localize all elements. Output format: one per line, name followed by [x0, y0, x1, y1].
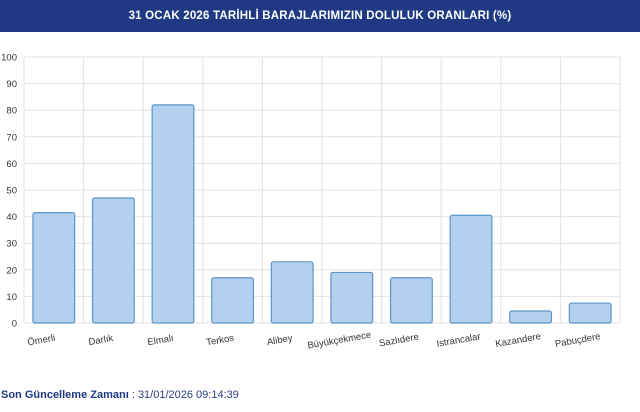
chart-area: 0 10 20 30 40 50 60 70 80 90 100 Ömerli Darlık Elmal…	[0, 32, 640, 372]
last-update-value: 31/01/2026 09:14:39	[137, 389, 239, 401]
last-update-separator: :	[128, 389, 138, 401]
x-axis-labels: Ömerli Darlık Elmalı Terkos Alibey Büyükçekme…	[27, 330, 602, 352]
y-tick-label: 20	[6, 265, 17, 276]
x-tick-label: Büyükçekmece	[307, 330, 372, 352]
bar-sazl-dere[interactable]	[389, 277, 433, 324]
last-update: Son Güncelleme Zamanı : 31/01/2026 09:14…	[1, 389, 239, 401]
bars	[32, 104, 612, 324]
y-tick-label: 50	[6, 186, 17, 197]
x-tick-label: Ömerli	[27, 333, 56, 349]
y-tick-label: 60	[6, 159, 17, 170]
bar-darl-k[interactable]	[91, 197, 135, 324]
bar-alibey[interactable]	[270, 261, 314, 324]
chart-title: 31 OCAK 2026 TARİHLİ BARAJLARIMIZIN DOLU…	[128, 10, 512, 22]
bar-b-y-k-ekmece[interactable]	[330, 271, 374, 324]
bar-pabu-dere[interactable]	[568, 302, 612, 324]
chart-title-bar: 31 OCAK 2026 TARİHLİ BARAJLARIMIZIN DOLU…	[0, 0, 640, 32]
x-tick-label: Sazlıdere	[378, 332, 419, 350]
bar-chart: 0 10 20 30 40 50 60 70 80 90 100 Ömerli Darlık Elmal…	[1, 53, 621, 352]
bar-terkos[interactable]	[211, 277, 255, 324]
x-tick-label: Elmalı	[147, 333, 175, 348]
bar-kazandere[interactable]	[509, 310, 553, 324]
x-tick-label: Alibey	[266, 333, 294, 348]
y-tick-label: 70	[6, 132, 17, 143]
x-tick-label: Darlık	[88, 333, 115, 348]
y-axis-ticks: 0 10 20 30 40 50 60 70 80 90 100	[1, 53, 17, 330]
last-update-label: Son Güncelleme Zamanı	[1, 389, 129, 401]
y-tick-label: 90	[6, 79, 17, 90]
y-tick-label: 100	[1, 53, 17, 64]
bar-elmal-[interactable]	[151, 104, 195, 324]
x-tick-label: Istrancalar	[436, 331, 482, 350]
bar-istrancalar[interactable]	[449, 214, 493, 324]
y-tick-label: 80	[6, 106, 17, 117]
y-tick-label: 10	[6, 292, 17, 303]
x-tick-label: Terkos	[205, 333, 235, 349]
x-tick-label: Kazandere	[495, 331, 542, 350]
y-tick-label: 30	[6, 239, 17, 250]
y-tick-label: 0	[12, 319, 17, 330]
bar--merli[interactable]	[32, 212, 76, 324]
x-tick-label: Pabuçdere	[554, 331, 601, 350]
y-tick-label: 40	[6, 212, 17, 223]
grid-layer	[23, 56, 621, 324]
